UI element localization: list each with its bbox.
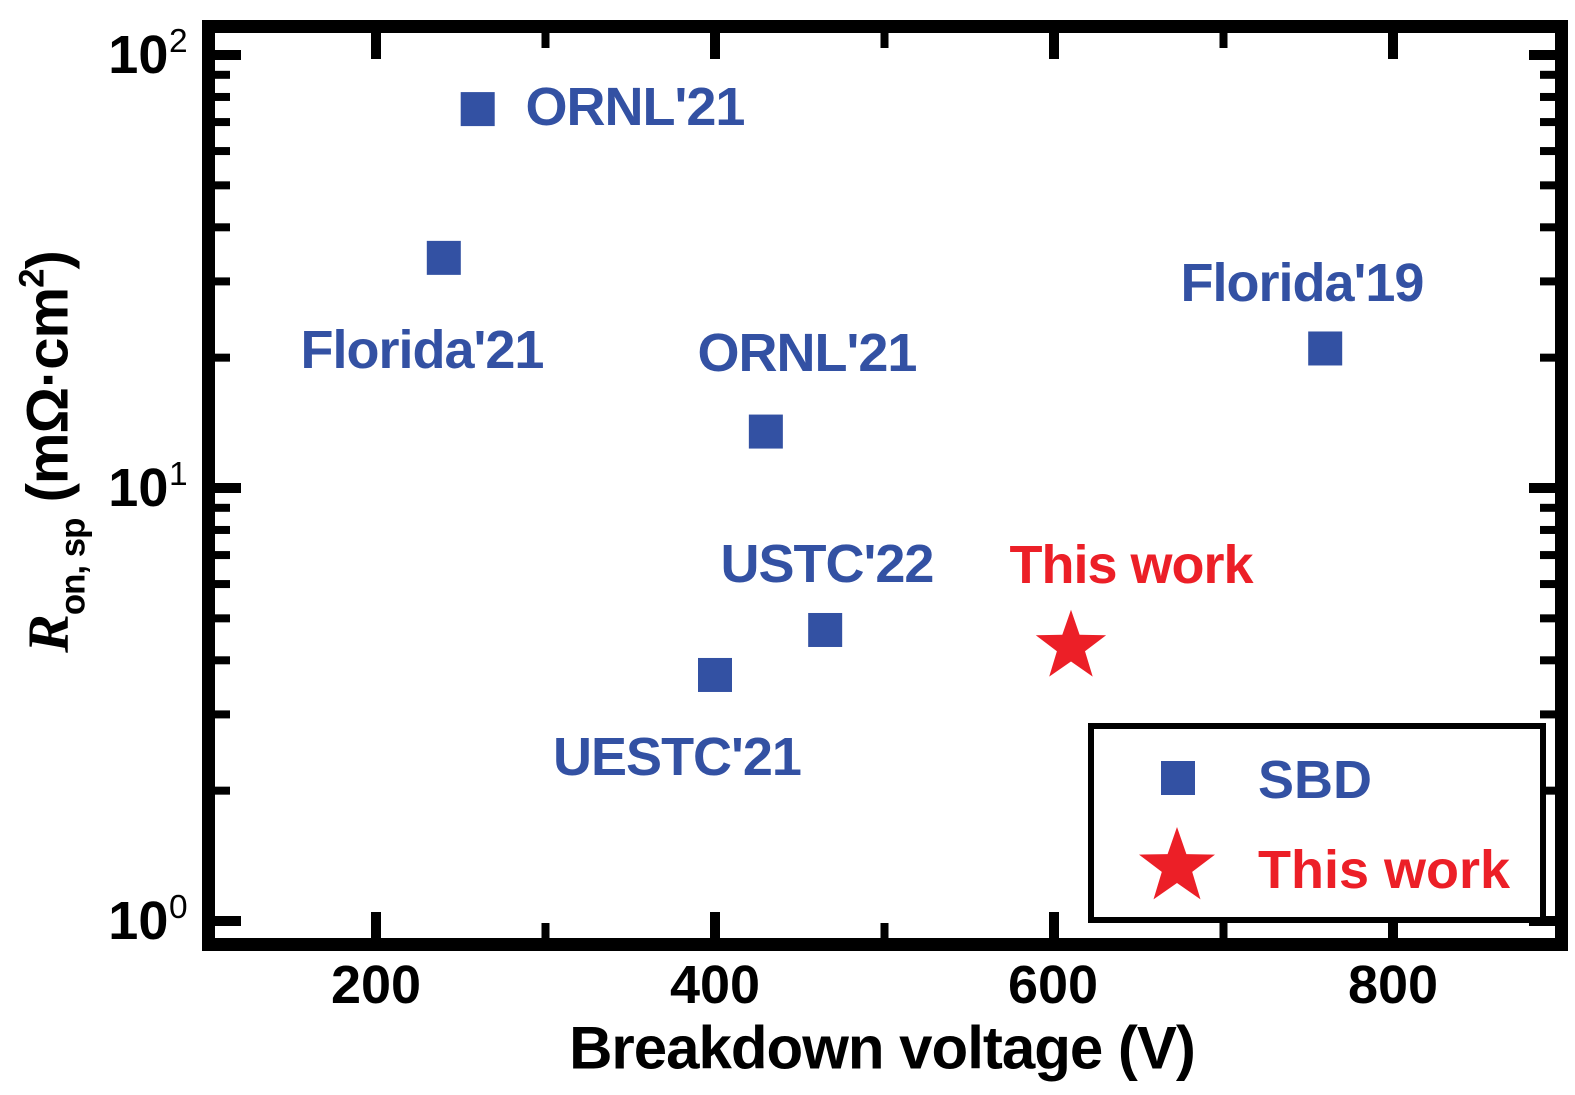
y-axis-title: Ron, sp(mΩ·cm2) bbox=[12, 251, 93, 653]
data-point-square bbox=[698, 657, 732, 692]
data-point-square bbox=[460, 92, 495, 127]
legend-square-marker bbox=[1161, 761, 1195, 795]
annotation-this-work: This work bbox=[1009, 535, 1253, 595]
y-tick-label-1e2: 102 bbox=[108, 23, 188, 85]
plot-border bbox=[202, 20, 1568, 951]
legend-star-marker bbox=[1139, 827, 1215, 900]
x-axis-title: Breakdown voltage (V) bbox=[569, 1014, 1196, 1082]
x-tick-label-600: 600 bbox=[1007, 955, 1099, 1015]
data-point-square bbox=[808, 612, 843, 647]
data-point-square bbox=[426, 240, 461, 275]
annotation-ustc22: USTC'22 bbox=[720, 534, 935, 594]
annotation-ornl21-mid: ORNL'21 bbox=[697, 323, 918, 383]
x-tick-label-200: 200 bbox=[330, 955, 422, 1015]
annotation-florida19: Florida'19 bbox=[1180, 253, 1425, 313]
x-tick-label-400: 400 bbox=[669, 955, 761, 1015]
x-tick-label-800: 800 bbox=[1347, 955, 1439, 1015]
data-point-square bbox=[1308, 331, 1343, 366]
legend-label-sbd: SBD bbox=[1258, 750, 1373, 810]
data-point-star bbox=[1035, 609, 1107, 677]
annotation-ornl21-top: ORNL'21 bbox=[525, 77, 746, 137]
legend-label-this-work: This work bbox=[1258, 840, 1511, 900]
y-tick-label-1e0: 100 bbox=[108, 889, 188, 951]
data-point-square bbox=[748, 414, 783, 449]
y-tick-label-1e1: 101 bbox=[108, 456, 188, 518]
annotation-florida21: Florida'21 bbox=[300, 320, 545, 380]
annotation-uestc21: UESTC'21 bbox=[553, 727, 802, 787]
